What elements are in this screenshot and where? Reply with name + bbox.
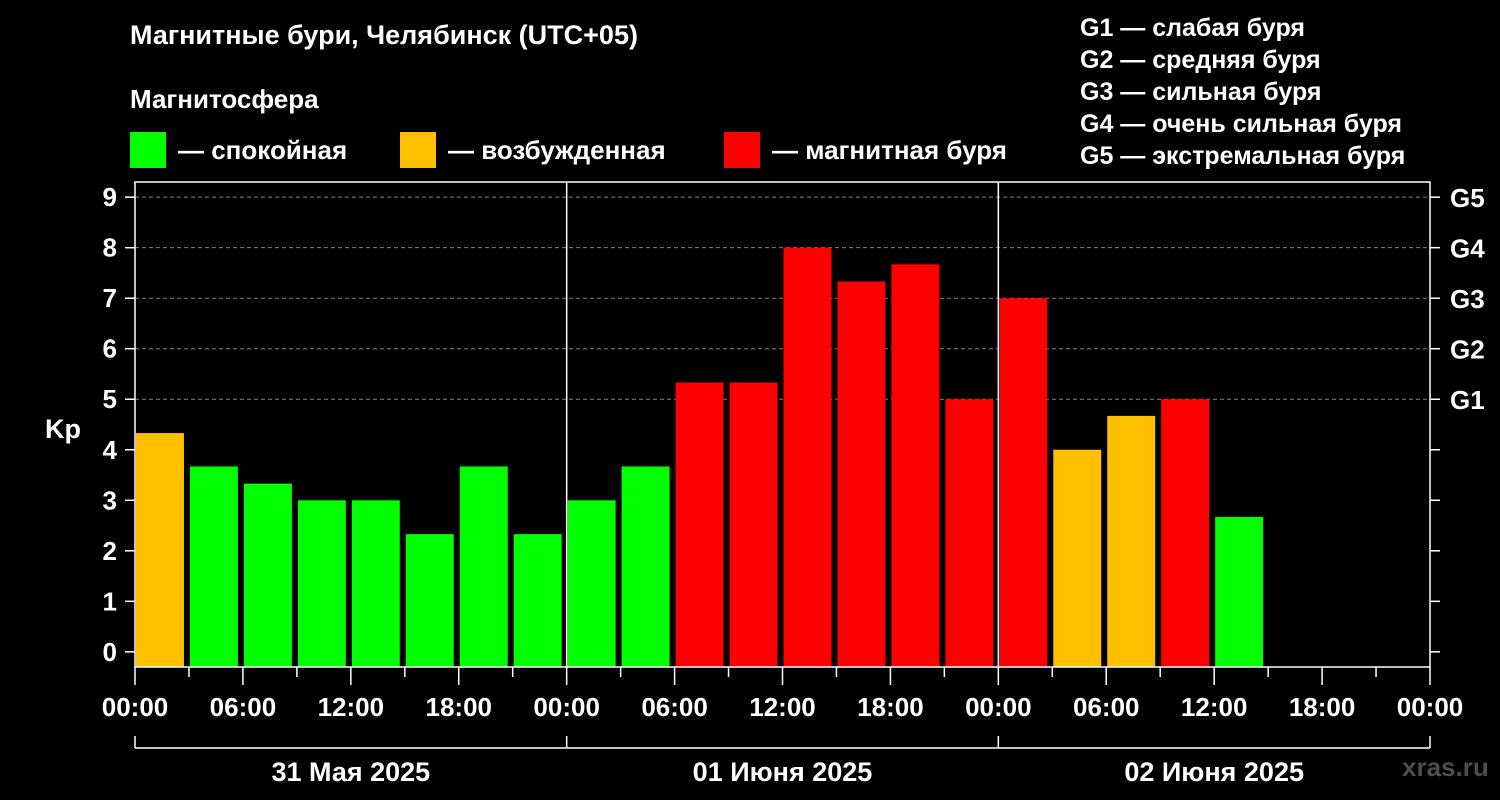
y-tick-label: 4 — [103, 435, 118, 465]
y-axis-label: Kp — [45, 414, 81, 444]
y-tick-label: 0 — [103, 637, 117, 667]
day-label: 02 Июня 2025 — [1124, 757, 1304, 787]
x-tick-label: 00:00 — [965, 692, 1032, 722]
x-tick-label: 06:00 — [1073, 692, 1140, 722]
legend-label-quiet: — спокойная — [178, 134, 348, 165]
g-level-label: G3 — [1450, 284, 1485, 314]
magnetosphere-subtitle: Магнитосфера — [130, 84, 319, 114]
legend-label-storm: — магнитная буря — [772, 134, 1007, 165]
watermark: xras.ru — [1402, 752, 1489, 782]
chart-title: Магнитные бури, Челябинск (UTC+05) — [130, 20, 638, 50]
kp-bar — [189, 466, 238, 667]
g-scale-item: G2 — средняя буря — [1080, 46, 1321, 74]
x-tick-label: 18:00 — [426, 692, 493, 722]
g-level-label: G4 — [1450, 234, 1485, 264]
y-tick-label: 2 — [103, 536, 117, 566]
x-tick-label: 00:00 — [533, 692, 600, 722]
kp-bar — [567, 500, 616, 667]
x-tick-label: 06:00 — [210, 692, 277, 722]
x-tick-label: 12:00 — [318, 692, 385, 722]
kp-bar — [405, 534, 454, 667]
kp-bar — [837, 281, 886, 667]
x-tick-label: 18:00 — [857, 692, 924, 722]
g-scale-legend: G1 — слабая буря G2 — средняя буря G3 — … — [1080, 12, 1405, 172]
x-tick-label: 00:00 — [102, 692, 169, 722]
kp-bar — [783, 247, 832, 668]
kp-bar — [621, 466, 670, 667]
legend-swatch-excited — [400, 132, 436, 168]
y-tick-label: 7 — [103, 283, 117, 313]
g-scale-item: G3 — сильная буря — [1080, 78, 1322, 106]
kp-bar — [513, 534, 562, 667]
kp-bar — [1107, 415, 1156, 667]
g-scale-item: G4 — очень сильная буря — [1080, 110, 1402, 138]
kp-bar — [351, 500, 400, 667]
y-tick-label: 8 — [103, 233, 117, 263]
y-tick-label: 1 — [103, 586, 117, 616]
x-tick-label: 12:00 — [1181, 692, 1248, 722]
kp-bar — [675, 382, 724, 667]
g-scale-item: G5 — экстремальная буря — [1080, 142, 1406, 170]
kp-bar — [297, 500, 346, 667]
kp-bar — [1215, 516, 1264, 667]
y-tick-label: 6 — [103, 334, 117, 364]
g-scale-item: G1 — слабая буря — [1080, 14, 1306, 42]
kp-bar — [891, 264, 940, 667]
day-label: 31 Мая 2025 — [271, 757, 430, 787]
kp-bar — [459, 466, 508, 667]
g-level-label: G5 — [1450, 183, 1485, 213]
y-tick-label: 3 — [103, 485, 117, 515]
kp-bar — [945, 399, 994, 667]
kp-bar — [1161, 399, 1210, 667]
legend-swatch-quiet — [130, 132, 166, 168]
legend-label-excited: — возбужденная — [448, 134, 666, 165]
g-level-label: G2 — [1450, 335, 1485, 365]
legend-excited: — возбужденная — [400, 132, 666, 168]
kp-bar — [999, 298, 1048, 667]
kp-bar — [136, 433, 184, 667]
g-level-label: G1 — [1450, 385, 1485, 415]
x-tick-label: 18:00 — [1289, 692, 1356, 722]
x-tick-label: 12:00 — [749, 692, 816, 722]
legend-storm: — магнитная буря — [724, 132, 1007, 168]
x-tick-label: 00:00 — [1397, 692, 1464, 722]
kp-bar — [1053, 449, 1102, 667]
day-label: 01 Июня 2025 — [693, 757, 873, 787]
y-tick-label: 5 — [103, 384, 117, 414]
x-tick-label: 06:00 — [641, 692, 708, 722]
kp-bar — [243, 483, 292, 667]
kp-bar — [729, 382, 778, 667]
legend-swatch-storm — [724, 132, 760, 168]
legend-quiet: — спокойная — [130, 132, 347, 168]
y-tick-label: 9 — [103, 182, 117, 212]
